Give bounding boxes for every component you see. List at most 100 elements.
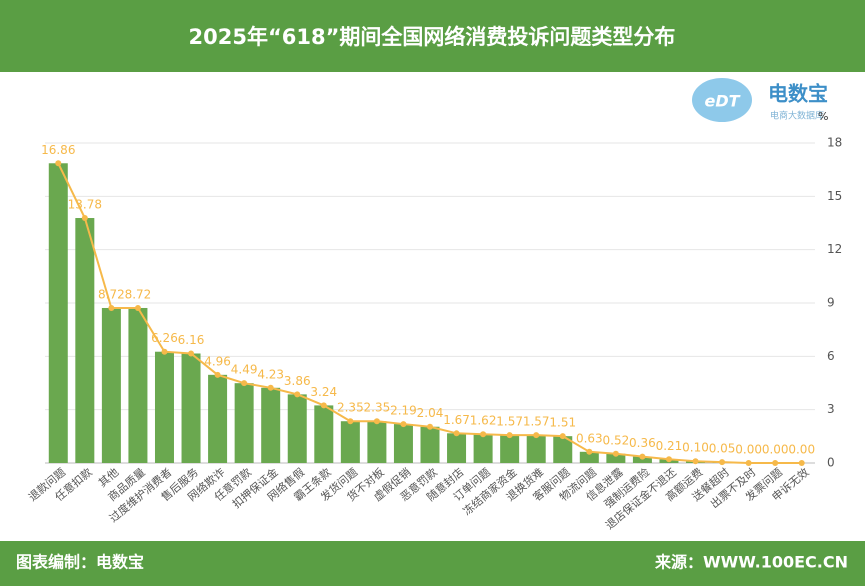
bar bbox=[473, 434, 493, 463]
line-point bbox=[639, 453, 646, 460]
line-point bbox=[506, 432, 513, 439]
value-label: 4.96 bbox=[204, 354, 231, 368]
value-label: 3.24 bbox=[310, 385, 337, 399]
bar bbox=[154, 351, 174, 463]
bar bbox=[208, 374, 228, 463]
bar bbox=[181, 353, 201, 463]
bar bbox=[75, 218, 95, 463]
logo-mark: eDT bbox=[704, 92, 740, 111]
bar bbox=[553, 436, 573, 463]
value-label: 1.67 bbox=[443, 413, 470, 427]
line-point bbox=[453, 430, 460, 437]
value-label: 0.21 bbox=[656, 439, 683, 453]
bar bbox=[234, 383, 254, 463]
value-label: 0.00 bbox=[735, 443, 762, 457]
line-point bbox=[267, 384, 274, 391]
value-label: 6.26 bbox=[151, 331, 178, 345]
value-label: 0.05 bbox=[709, 442, 736, 456]
y-tick-label: 15 bbox=[827, 189, 842, 203]
line-point bbox=[559, 433, 566, 440]
y-tick-label: 9 bbox=[827, 296, 835, 310]
bar bbox=[500, 435, 520, 463]
line-point bbox=[612, 450, 619, 457]
footer-left: 图表编制：电数宝 bbox=[16, 553, 144, 572]
value-label: 0.00 bbox=[762, 443, 789, 457]
value-label: 3.86 bbox=[284, 374, 311, 388]
line-point bbox=[586, 448, 593, 455]
value-label: 0.63 bbox=[576, 431, 603, 445]
bar bbox=[340, 421, 360, 463]
value-label: 2.35 bbox=[364, 401, 391, 415]
value-label: 4.23 bbox=[257, 367, 284, 381]
line-point bbox=[427, 423, 433, 430]
line-point bbox=[798, 460, 805, 466]
value-label: 4.49 bbox=[231, 363, 258, 377]
bar bbox=[48, 163, 68, 463]
logo-cloud bbox=[692, 78, 752, 122]
line-point bbox=[772, 460, 779, 466]
line-point bbox=[81, 215, 88, 222]
bar bbox=[101, 307, 121, 463]
line-point bbox=[745, 460, 752, 466]
header-band bbox=[0, 0, 865, 72]
line-point bbox=[214, 371, 221, 378]
line-point bbox=[241, 380, 248, 387]
line-point bbox=[480, 431, 487, 438]
value-label: 0.10 bbox=[682, 441, 709, 455]
bar bbox=[579, 451, 599, 463]
value-label: 0.00 bbox=[788, 443, 815, 457]
bar bbox=[367, 421, 387, 463]
line-point bbox=[347, 418, 354, 425]
value-label: 2.19 bbox=[390, 404, 417, 418]
value-label: 16.86 bbox=[41, 143, 75, 157]
value-label: 1.57 bbox=[496, 415, 523, 429]
y-tick-label: 6 bbox=[827, 349, 835, 363]
logo-name: 电数宝 bbox=[768, 82, 828, 106]
bar bbox=[261, 387, 281, 463]
value-label: 8.72 bbox=[98, 287, 125, 301]
y-tick-label: 0 bbox=[827, 456, 835, 470]
y-unit: % bbox=[818, 110, 828, 123]
bar bbox=[606, 453, 626, 463]
line-point bbox=[294, 391, 301, 398]
line-point bbox=[108, 304, 115, 311]
y-tick-label: 18 bbox=[827, 136, 842, 150]
line-point bbox=[373, 418, 380, 425]
y-tick-label: 3 bbox=[827, 402, 835, 416]
bar bbox=[287, 394, 307, 463]
line-point bbox=[400, 421, 407, 428]
value-label: 8.72 bbox=[125, 287, 152, 301]
chart-title: 2025年“618”期间全国网络消费投诉问题类型分布 bbox=[189, 25, 676, 49]
value-label: 0.36 bbox=[629, 436, 656, 450]
bar bbox=[447, 433, 467, 463]
line-point bbox=[692, 458, 699, 465]
value-label: 2.04 bbox=[417, 406, 444, 420]
y-tick-label: 12 bbox=[827, 242, 842, 256]
value-label: 13.78 bbox=[68, 198, 102, 212]
value-label: 6.16 bbox=[178, 333, 205, 347]
value-label: 1.51 bbox=[549, 416, 576, 430]
value-label: 0.52 bbox=[603, 433, 630, 447]
line-point bbox=[719, 459, 726, 466]
value-label: 1.57 bbox=[523, 415, 550, 429]
value-label: 2.35 bbox=[337, 401, 364, 415]
bar bbox=[393, 424, 413, 463]
bar bbox=[632, 456, 652, 463]
footer-right: 来源：WWW.100EC.CN bbox=[654, 553, 848, 572]
line-point bbox=[188, 350, 195, 357]
bar bbox=[526, 435, 546, 463]
line-point bbox=[161, 348, 168, 355]
value-label: 1.62 bbox=[470, 414, 497, 428]
bar bbox=[420, 426, 440, 463]
bar bbox=[314, 405, 334, 463]
logo-tagline: 电商大数据库 bbox=[770, 110, 824, 122]
line-point bbox=[533, 432, 540, 439]
line-point bbox=[665, 456, 672, 463]
footer-band bbox=[0, 541, 865, 586]
line-point bbox=[134, 304, 141, 311]
line-point bbox=[320, 402, 327, 409]
line-point bbox=[55, 160, 62, 167]
bar bbox=[128, 307, 148, 463]
